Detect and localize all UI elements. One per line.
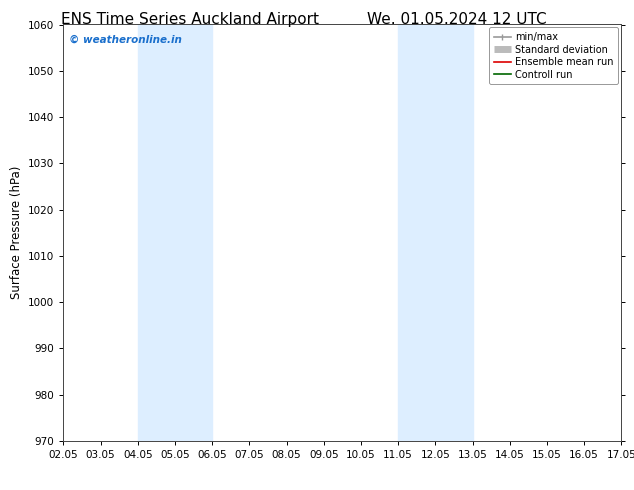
- Bar: [398, 24, 472, 441]
- Text: We. 01.05.2024 12 UTC: We. 01.05.2024 12 UTC: [366, 12, 547, 27]
- Bar: [138, 24, 212, 441]
- Text: ENS Time Series Auckland Airport: ENS Time Series Auckland Airport: [61, 12, 319, 27]
- Text: © weatheronline.in: © weatheronline.in: [69, 35, 182, 45]
- Legend: min/max, Standard deviation, Ensemble mean run, Controll run: min/max, Standard deviation, Ensemble me…: [489, 27, 618, 84]
- Y-axis label: Surface Pressure (hPa): Surface Pressure (hPa): [10, 166, 23, 299]
